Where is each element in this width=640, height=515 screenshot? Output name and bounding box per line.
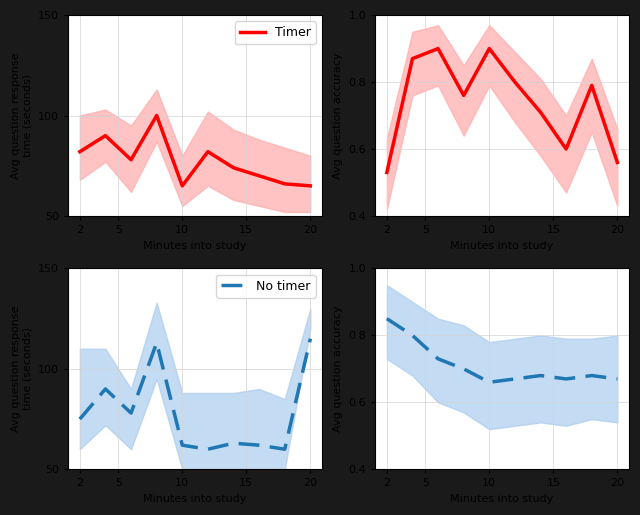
Legend: No timer: No timer — [216, 274, 316, 298]
Y-axis label: Avg question accuracy: Avg question accuracy — [333, 53, 343, 179]
X-axis label: Minutes into study: Minutes into study — [451, 494, 554, 504]
X-axis label: Minutes into study: Minutes into study — [143, 241, 247, 251]
X-axis label: Minutes into study: Minutes into study — [451, 241, 554, 251]
Y-axis label: Avg question response
time (seconds): Avg question response time (seconds) — [11, 305, 33, 432]
Legend: Timer: Timer — [235, 21, 316, 44]
X-axis label: Minutes into study: Minutes into study — [143, 494, 247, 504]
Y-axis label: Avg question accuracy: Avg question accuracy — [333, 305, 343, 432]
Y-axis label: Avg question response
time (seconds): Avg question response time (seconds) — [11, 53, 33, 179]
